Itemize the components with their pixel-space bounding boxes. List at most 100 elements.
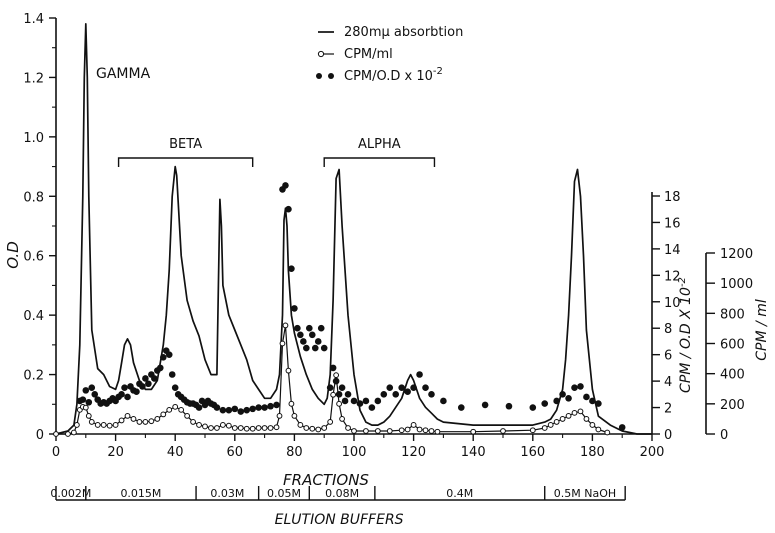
legend-swatch-cpm-circle <box>317 50 325 58</box>
point-cpm-od <box>237 408 245 415</box>
point-cpm-ml <box>330 391 337 398</box>
point-cpm-ml <box>309 425 316 432</box>
point-cpm-ml <box>374 428 381 434</box>
point-cpm-ml <box>345 425 351 431</box>
point-cpm-ml <box>282 322 289 329</box>
x-tick-label: 200 <box>640 445 665 460</box>
legend-entry-cpm-ml: CPM/ml <box>344 47 393 62</box>
series-layer <box>53 23 652 437</box>
point-cpm-ml <box>130 416 137 422</box>
point-cpm-od <box>165 351 173 358</box>
point-cpm-ml <box>166 406 173 413</box>
point-cpm-ml <box>88 419 95 425</box>
point-cpm-ml <box>577 408 584 415</box>
axis-labels: FRACTIONS O.D CPM / ml CPM / O.D X 10-2 <box>4 241 770 489</box>
buffer-segment-label: 0.5M NaOH <box>554 487 616 500</box>
axes: 0 20 40 60 80 100 120 140 160 180 20000.20.40.60.8… <box>23 12 753 460</box>
y-right2-tick-label: 1200 <box>720 247 753 262</box>
annotations: GAMMA BETA ALPHA <box>96 66 436 167</box>
y-right2-tick-label: 800 <box>720 307 745 322</box>
point-cpm-ml <box>595 426 602 433</box>
point-cpm-ml <box>470 428 477 435</box>
y-right1-tick-label: 6 <box>664 349 672 364</box>
y-left-tick-label: 0.2 <box>23 369 44 384</box>
point-cpm-od <box>457 404 465 411</box>
point-cpm-od <box>213 404 221 411</box>
point-cpm-ml <box>500 428 506 434</box>
point-cpm-od <box>171 384 179 392</box>
point-cpm-od <box>303 344 310 352</box>
point-cpm-od <box>124 393 131 401</box>
point-cpm-od <box>559 391 566 398</box>
point-cpm-ml <box>604 429 611 436</box>
point-cpm-ml <box>529 427 536 434</box>
series-line-absorbance <box>55 23 652 435</box>
point-cpm-ml <box>118 417 125 424</box>
annotation-alpha-label: ALPHA <box>358 137 401 152</box>
point-cpm-od <box>145 380 152 388</box>
buffer-segment-label: 0.03M <box>210 487 244 500</box>
point-cpm-ml <box>53 431 59 437</box>
point-cpm-ml <box>288 400 295 407</box>
point-cpm-ml <box>214 425 220 431</box>
point-cpm-od <box>505 402 513 410</box>
buffer-segment-label: 0.08M <box>325 487 359 500</box>
point-cpm-ml <box>333 372 340 379</box>
point-cpm-ml <box>142 419 149 425</box>
point-cpm-od <box>288 265 295 273</box>
y-left-tick-label: 0.4 <box>23 309 44 324</box>
point-cpm-ml <box>351 428 357 434</box>
y-axis-right2-label: CPM / ml <box>754 299 770 361</box>
point-cpm-od <box>273 401 280 409</box>
point-cpm-od <box>350 397 358 405</box>
point-cpm-od <box>356 400 364 407</box>
point-cpm-od <box>589 397 596 405</box>
point-cpm-od <box>157 364 164 372</box>
x-tick-label: 20 <box>107 445 124 460</box>
point-cpm-od <box>79 396 87 403</box>
x-axis-label: FRACTIONS <box>283 471 369 489</box>
point-cpm-od <box>618 424 626 431</box>
x-tick-label: 0 <box>52 445 60 460</box>
point-cpm-od <box>392 391 400 398</box>
y-right1-tick-label: 12 <box>664 269 681 284</box>
point-cpm-ml <box>184 413 191 419</box>
point-cpm-od <box>142 375 149 382</box>
point-cpm-od <box>368 404 376 411</box>
point-cpm-od <box>422 384 429 392</box>
point-cpm-od <box>481 401 489 409</box>
point-cpm-od <box>440 397 447 405</box>
legend-entry-absorbance: 280mμ absorbtion <box>344 25 463 40</box>
point-cpm-ml <box>261 425 268 431</box>
point-cpm-ml <box>196 422 202 428</box>
point-cpm-od <box>404 388 411 395</box>
point-cpm-od <box>118 391 125 398</box>
point-cpm-ml <box>404 426 411 433</box>
annotation-beta-label: BETA <box>169 137 202 152</box>
point-cpm-od <box>583 393 590 401</box>
point-cpm-od <box>329 364 337 372</box>
point-cpm-od <box>151 375 158 382</box>
legend: 280mμ absorbtion CPM/ml CPM/O.D x 10-2 <box>316 25 463 84</box>
point-cpm-od <box>231 405 239 413</box>
point-cpm-ml <box>249 425 256 432</box>
point-cpm-od <box>314 338 322 345</box>
x-tick-label: 80 <box>286 445 303 460</box>
y-right2-tick-label: 200 <box>720 398 745 413</box>
point-cpm-ml <box>386 428 393 434</box>
point-cpm-od <box>577 383 584 390</box>
point-cpm-ml <box>73 422 80 428</box>
point-cpm-od <box>565 395 572 402</box>
point-cpm-ml <box>291 413 298 419</box>
point-cpm-od <box>341 397 349 405</box>
point-cpm-od <box>85 398 93 406</box>
point-cpm-ml <box>559 416 566 422</box>
point-cpm-od <box>428 391 435 398</box>
point-cpm-od <box>553 397 560 405</box>
point-cpm-ml <box>339 416 345 422</box>
y-right2-tick-label: 1000 <box>720 277 753 292</box>
legend-swatch-dot <box>328 73 334 79</box>
x-tick-label: 60 <box>227 445 244 460</box>
point-cpm-ml <box>65 431 71 437</box>
y-left-tick-label: 0 <box>36 428 44 443</box>
